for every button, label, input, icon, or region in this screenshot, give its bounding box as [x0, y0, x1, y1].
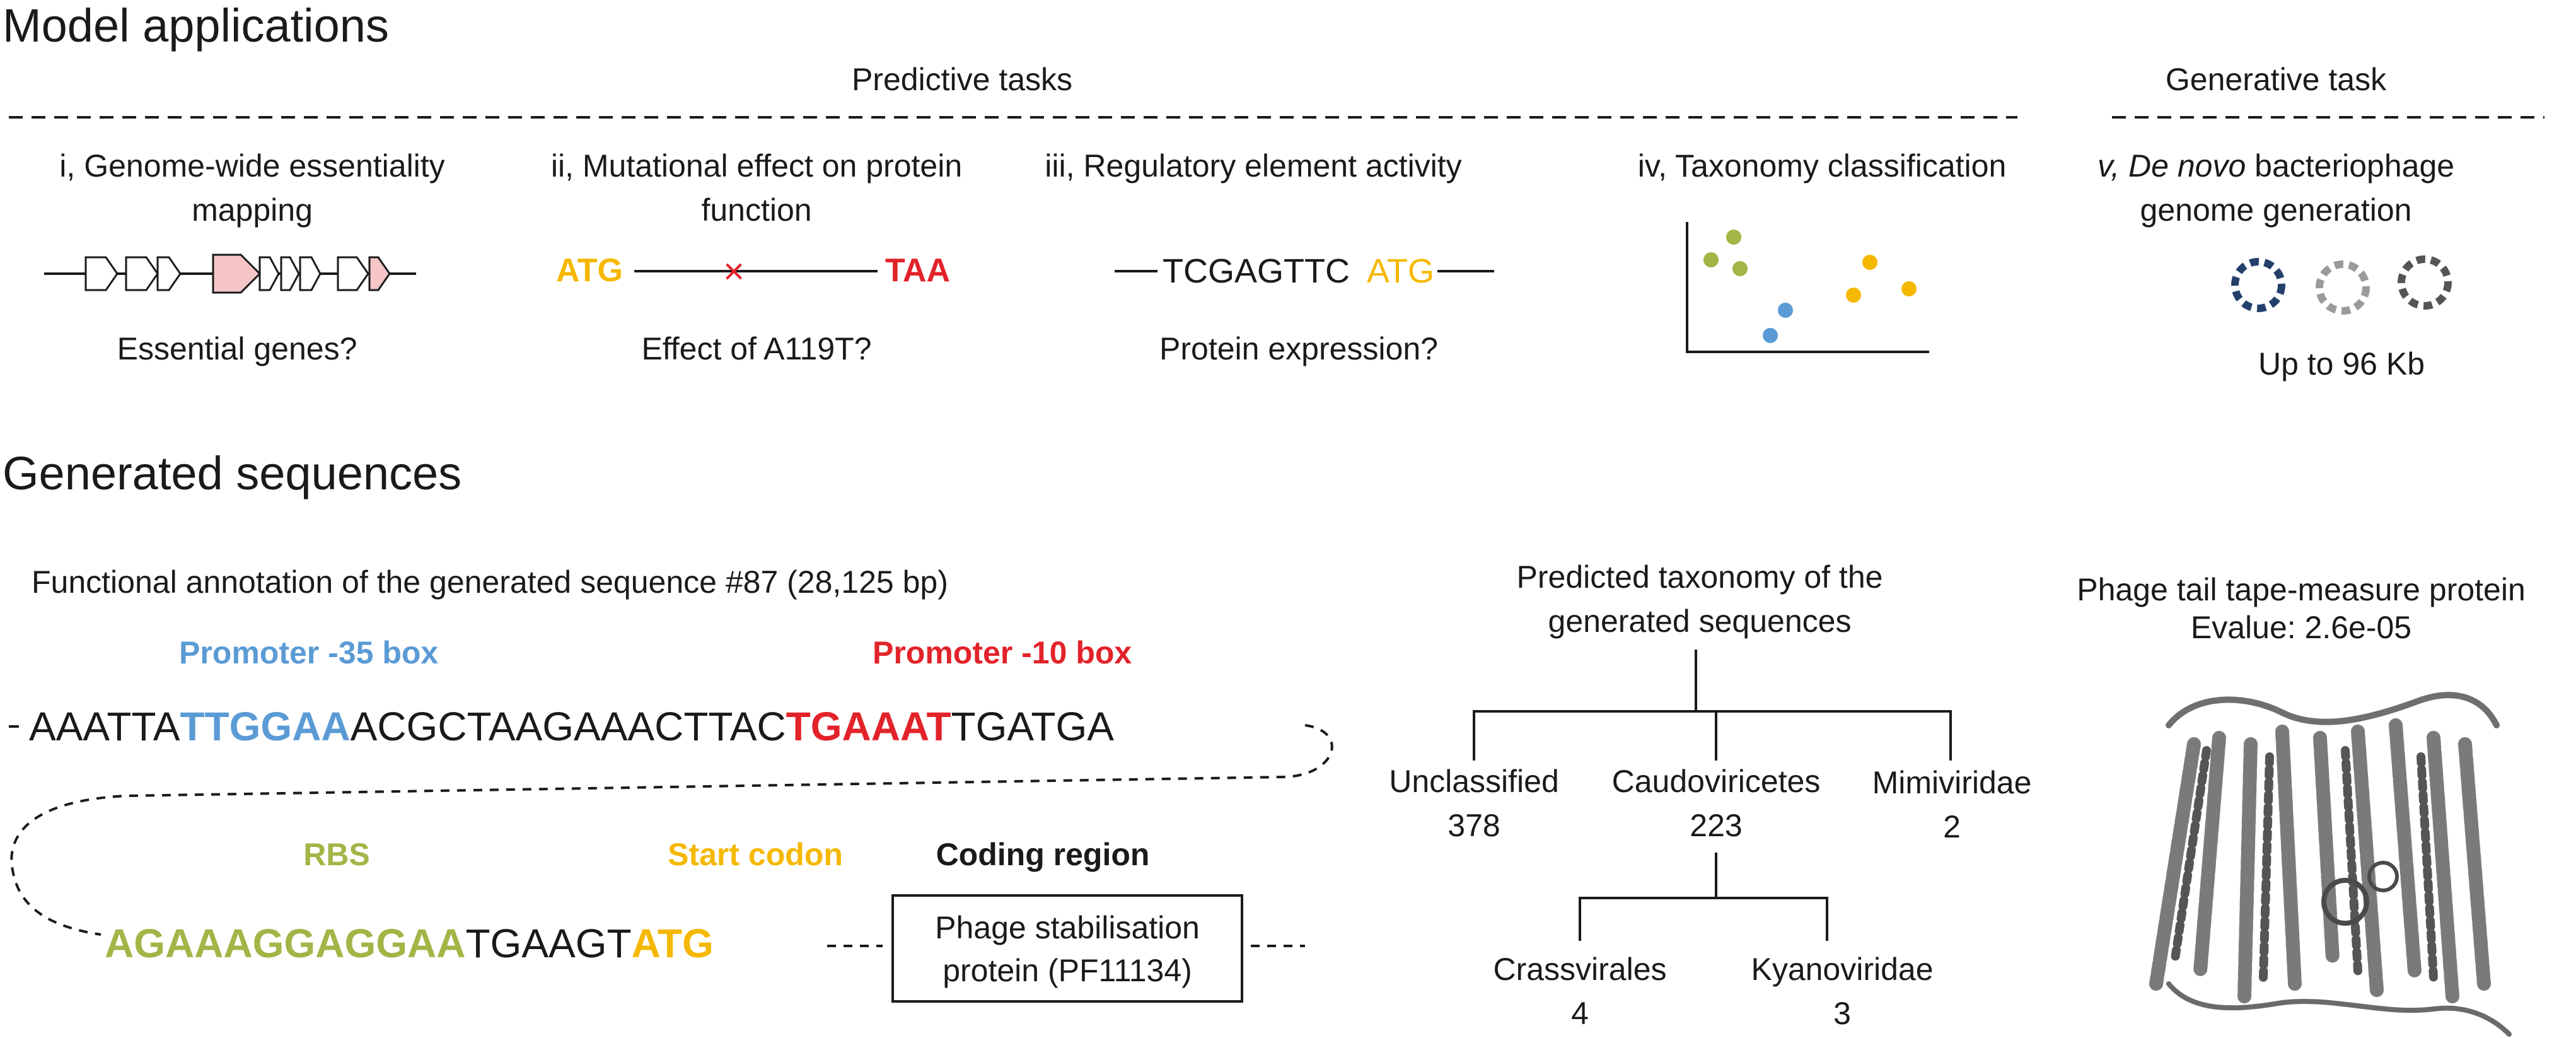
task-i-question: Essential genes?: [117, 331, 357, 366]
task-v-title-line2: genome generation: [2140, 192, 2412, 228]
taxon-mimiviridae-count: 2: [1943, 809, 1961, 844]
seq2-rbs: AGAAAGGAGGAA: [105, 921, 465, 966]
task-iii-codon: ATG: [1367, 252, 1434, 290]
protein-evalue: Evalue: 2.6e-05: [2191, 610, 2411, 645]
gene-arrows-icon: [44, 254, 416, 294]
task-v-title-prefix: v,: [2097, 148, 2128, 184]
task-ii-stop-codon: TAA: [885, 252, 950, 289]
rbs-label: RBS: [303, 837, 370, 872]
sequence-connector: [10, 724, 1333, 936]
seq1-part-a: AAATTA: [29, 704, 180, 749]
task-ii-mutation-mark: ×: [723, 251, 745, 292]
seq1: AAATTATTGGAAACGCTAAGAAACTTACTGAAATTGATGA: [29, 704, 1114, 749]
taxonomy-tree-lines: [1473, 650, 1952, 941]
seq1-part-b: ACGCTAAGAAACTTAC: [351, 704, 786, 749]
task-ii-title-line2: function: [701, 192, 811, 228]
seq2: AGAAAGGAGGAATGAAGTATG: [105, 921, 714, 966]
task-v-title-line1: v, De novo bacteriophage: [2097, 148, 2454, 184]
task-iv-title: iv, Taxonomy classification: [1638, 148, 2007, 184]
taxon-unclassified: Unclassified: [1389, 764, 1559, 799]
taxonomy-title-line1: Predicted taxonomy of the: [1517, 559, 1883, 595]
protein-title: Phage tail tape-measure protein: [2077, 572, 2526, 607]
task-iii-title: iii, Regulatory element activity: [1045, 148, 1461, 184]
taxon-caudoviricetes-count: 223: [1690, 808, 1742, 843]
task-v-size: Up to 96 Kb: [2258, 346, 2425, 382]
taxon-caudoviricetes: Caudoviricetes: [1612, 764, 1821, 799]
taxonomy-title-line2: generated sequences: [1548, 604, 1852, 639]
taxon-unclassified-count: 378: [1448, 808, 1500, 843]
seq1-box35: TTGGAA: [180, 704, 350, 749]
taxon-crassvirales-count: 4: [1571, 996, 1589, 1031]
seq1-part-c: TGATGA: [951, 704, 1115, 749]
section-title-model-applications: Model applications: [3, 0, 389, 52]
seq2-mid: TGAAGT: [465, 921, 631, 966]
task-v-title-italic: De novo: [2128, 148, 2246, 184]
start-codon-label: Start codon: [668, 837, 843, 872]
protein-structure-icon: [2149, 692, 2512, 1037]
seq1-box10: TGAAAT: [786, 704, 951, 749]
task-i-title-line1: i, Genome-wide essentiality: [59, 148, 444, 184]
task-i-title-line2: mapping: [192, 192, 313, 228]
section-title-generated-sequences: Generated sequences: [3, 447, 461, 499]
promoter-10-label: Promoter -10 box: [873, 635, 1132, 670]
task-iii-sequence: TCGAGTTC: [1163, 252, 1350, 290]
generative-task-header: Generative task: [2166, 62, 2387, 97]
coding-region-line1: Phage stabilisation: [935, 910, 1200, 945]
coding-region-line2: protein (PF11134): [943, 953, 1192, 988]
taxon-kyanoviridae-count: 3: [1833, 996, 1851, 1031]
task-iii-question: Protein expression?: [1159, 331, 1438, 366]
promoter-35-label: Promoter -35 box: [179, 635, 438, 670]
coding-region-label: Coding region: [936, 837, 1150, 872]
taxon-kyanoviridae: Kyanoviridae: [1751, 952, 1933, 987]
seq2-start: ATG: [632, 921, 714, 966]
task-ii-title-line1: ii, Mutational effect on protein: [551, 148, 962, 184]
predictive-tasks-header: Predictive tasks: [852, 62, 1072, 97]
taxon-crassvirales: Crassvirales: [1493, 952, 1666, 987]
task-ii-question: Effect of A119T?: [641, 331, 871, 366]
task-v-title-rest: bacteriophage: [2246, 148, 2454, 184]
annotation-title: Functional annotation of the generated s…: [32, 564, 948, 600]
coding-region-box: [891, 894, 1243, 1003]
circular-genome-icon: [2231, 255, 2452, 315]
taxon-mimiviridae: Mimiviridae: [1872, 765, 2032, 800]
task-ii-start-codon: ATG: [556, 252, 623, 289]
scatter-plot-icon: [1686, 222, 1929, 353]
